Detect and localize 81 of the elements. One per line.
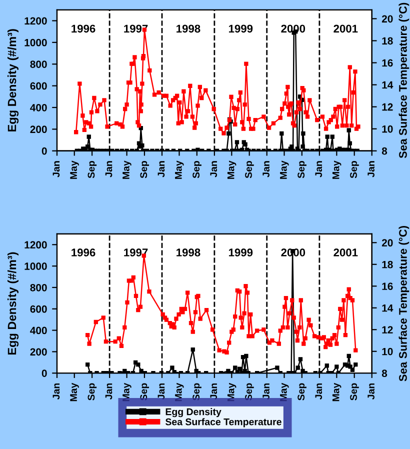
x-tick-label: May (280, 382, 289, 402)
x-tick-label: May (227, 160, 236, 179)
y-axis-title: Egg Density (#/m³) (7, 29, 19, 132)
y2-tick-label: 14 (382, 304, 394, 312)
y-axis-title: Egg Density (#/m³) (7, 252, 19, 355)
legend-label: Egg Density (166, 408, 222, 418)
x-tick-label: May (175, 382, 184, 402)
annotation: 1996 (72, 248, 96, 256)
x-tick-label: Jan (368, 383, 374, 400)
x-tick-label: May (175, 160, 184, 179)
annotation: 1998 (176, 248, 200, 256)
x-tick-label: Jan (262, 161, 270, 178)
annotation: 1998 (176, 24, 200, 33)
y2-tick-label: 8 (382, 147, 388, 155)
x-tick-label: Jan (210, 383, 218, 400)
y-tick-label: 1200 (24, 17, 47, 25)
x-tick-label: Jan (262, 383, 270, 400)
y2-tick-label: 20 (382, 15, 393, 23)
x-tick-label: Sep (140, 160, 150, 178)
legend-label: Sea Surface Temperature (165, 418, 282, 428)
annotation: 1997 (124, 248, 148, 256)
y-tick-label: 200 (30, 126, 47, 134)
y-tick-label: 1000 (24, 262, 47, 270)
x-tick-label: Sep (298, 160, 306, 178)
x-tick-label: Jan (52, 161, 60, 178)
x-tick-label: Sep (245, 160, 254, 178)
x-tick-label: Jan (315, 383, 322, 400)
annotation: 1996 (72, 24, 96, 33)
y2-tick-label: 18 (382, 37, 393, 45)
x-tick-label: Sep (350, 160, 359, 178)
x-tick-label: Sep (245, 383, 254, 400)
x-tick-label: Sep (88, 160, 97, 178)
y2-tick-label: 16 (382, 282, 393, 290)
y-tick-label: 800 (30, 60, 47, 68)
x-tick-label: Jan (315, 161, 322, 178)
x-tick-label: May (70, 160, 79, 179)
x-tick-label: Jan (210, 161, 218, 178)
annotation: 1999 (228, 24, 253, 33)
y-tick-label: 200 (30, 348, 47, 356)
y2-tick-label: 16 (382, 59, 393, 67)
annotation: 1999 (228, 248, 253, 256)
x-tick-label: Jan (105, 383, 112, 400)
y2-tick-label: 10 (382, 348, 393, 356)
y2-axis-title: Sea Surface Temperature (°C) (398, 226, 410, 382)
x-tick-label: Jan (52, 383, 60, 400)
y-tick-label: 600 (30, 82, 47, 90)
y2-tick-label: 20 (382, 239, 393, 247)
y2-tick-label: 18 (382, 260, 393, 268)
x-tick-label: May (70, 382, 79, 402)
x-tick-label: May (332, 382, 342, 402)
y2-tick-label: 8 (382, 370, 388, 377)
x-tick-label: Sep (88, 383, 97, 400)
y2-tick-label: 14 (382, 81, 394, 89)
x-tick-label: Sep (192, 383, 202, 400)
y2-axis-title: Sea Surface Temperature (°C) (398, 2, 410, 158)
x-tick-label: May (122, 160, 132, 179)
x-tick-label: May (332, 160, 342, 179)
y-tick-label: 400 (30, 104, 47, 112)
y2-tick-label: 12 (382, 103, 393, 111)
y-tick-label: 1200 (24, 241, 47, 249)
annotation: 2001 (334, 248, 358, 256)
y2-tick-label: 10 (382, 125, 393, 133)
y-tick-label: 1000 (24, 38, 47, 46)
annotation: 2001 (334, 24, 358, 33)
x-tick-label: Jan (368, 161, 374, 178)
y-tick-label: 600 (30, 305, 47, 313)
y-tick-label: 0 (42, 370, 47, 377)
y-tick-label: 0 (42, 147, 47, 155)
x-tick-label: Sep (298, 383, 306, 400)
y2-tick-label: 12 (382, 326, 393, 334)
x-tick-label: Sep (350, 383, 359, 400)
y-tick-label: 400 (30, 326, 47, 334)
x-tick-label: Jan (158, 161, 165, 178)
x-tick-label: May (122, 382, 132, 402)
x-tick-label: Jan (158, 383, 165, 400)
y-tick-label: 800 (30, 284, 47, 292)
x-tick-label: May (227, 382, 236, 402)
x-tick-label: May (280, 160, 289, 179)
x-tick-label: Sep (192, 160, 202, 178)
x-tick-label: Sep (140, 383, 150, 400)
x-tick-label: Jan (105, 161, 112, 178)
